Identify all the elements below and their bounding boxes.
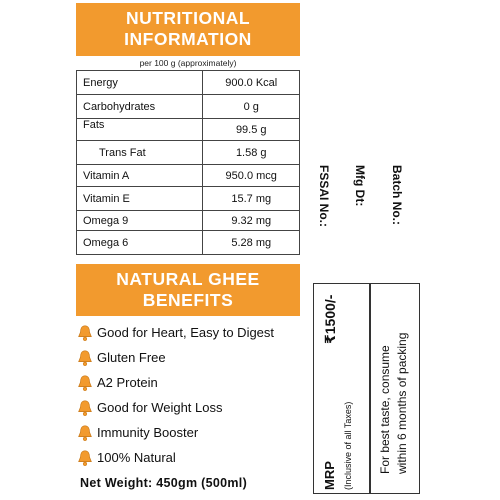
benefit-text: 100% Natural xyxy=(97,450,176,465)
list-item: A2 Protein xyxy=(76,370,316,395)
bell-icon xyxy=(78,324,92,341)
list-item: Good for Weight Loss xyxy=(76,395,316,420)
nutrition-title-line2: INFORMATION xyxy=(124,29,252,49)
bell-icon xyxy=(78,349,92,366)
benefits-title-line2: BENEFITS xyxy=(142,290,234,310)
best-before-line2: within 6 months of packing xyxy=(395,332,409,474)
benefits-list: Good for Heart, Easy to Digest Gluten Fr… xyxy=(76,320,316,470)
best-before-line1: For best taste, consume xyxy=(378,345,392,474)
nutrient-value: 900.0 Kcal xyxy=(202,70,300,95)
mfg-date-label: Mfg Dt: xyxy=(353,165,367,207)
batch-number-label: Batch No.: xyxy=(390,165,404,225)
benefit-text: Immunity Booster xyxy=(97,425,199,440)
nutrition-title-banner: NUTRITIONAL INFORMATION xyxy=(76,3,300,56)
benefit-text: Gluten Free xyxy=(97,350,166,365)
list-item: Good for Heart, Easy to Digest xyxy=(76,320,316,345)
nutrient-name: Omega 6 xyxy=(75,230,204,255)
net-weight: Net Weight: 450gm (500ml) xyxy=(80,476,248,490)
nutrient-value: 99.5 g xyxy=(202,118,300,141)
list-item: 100% Natural xyxy=(76,445,316,470)
table-row: Vitamin E 15.7 mg xyxy=(75,186,300,211)
nutrient-name: Carbohydrates xyxy=(75,94,204,119)
nutrient-name: Vitamin A xyxy=(75,164,204,187)
table-row: Energy 900.0 Kcal xyxy=(75,70,300,95)
best-before-box xyxy=(370,283,420,494)
inclusive-taxes-note: (Inclusive of all Taxes) xyxy=(343,401,353,490)
nutrient-value: 1.58 g xyxy=(202,140,300,165)
bell-icon xyxy=(78,374,92,391)
nutrition-title-line1: NUTRITIONAL xyxy=(125,8,251,28)
table-row: Vitamin A 950.0 mcg xyxy=(75,164,300,187)
table-row: Trans Fat 1.58 g xyxy=(75,140,300,165)
bell-icon xyxy=(78,424,92,441)
table-row: Omega 9 9.32 mg xyxy=(75,210,300,231)
nutrient-value: 9.32 mg xyxy=(202,210,300,231)
per-100g-note: per 100 g (approximately) xyxy=(139,58,237,68)
table-row: Carbohydrates 0 g xyxy=(75,94,300,119)
table-row: Omega 6 5.28 mg xyxy=(75,230,300,255)
list-item: Gluten Free xyxy=(76,345,316,370)
table-row: Fats 99.5 g xyxy=(75,118,300,141)
nutrition-table: Energy 900.0 Kcal Carbohydrates 0 g Fats… xyxy=(75,70,300,255)
benefits-title-line1: NATURAL GHEE xyxy=(116,269,260,289)
nutrient-name: Energy xyxy=(75,70,204,95)
benefit-text: Good for Heart, Easy to Digest xyxy=(97,325,275,340)
nutrient-name: Vitamin E xyxy=(75,186,204,211)
nutrient-value: 5.28 mg xyxy=(202,230,300,255)
price-amount: ₹1500/- xyxy=(322,294,338,344)
benefit-text: Good for Weight Loss xyxy=(97,400,223,415)
mrp-box xyxy=(313,283,370,494)
nutrient-value: 15.7 mg xyxy=(202,186,300,211)
nutrient-name: Omega 9 xyxy=(75,210,204,231)
nutrient-value: 950.0 mcg xyxy=(202,164,300,187)
mrp-label: MRP xyxy=(322,461,337,490)
bell-icon xyxy=(78,449,92,466)
nutrient-value: 0 g xyxy=(202,94,300,119)
list-item: Immunity Booster xyxy=(76,420,316,445)
fssai-label: FSSAI No.: xyxy=(317,165,331,227)
benefits-title-banner: NATURAL GHEE BENEFITS xyxy=(76,264,300,316)
nutrient-name: Trans Fat xyxy=(75,140,204,165)
nutrient-name: Fats xyxy=(75,118,204,141)
benefit-text: A2 Protein xyxy=(97,375,158,390)
bell-icon xyxy=(78,399,92,416)
